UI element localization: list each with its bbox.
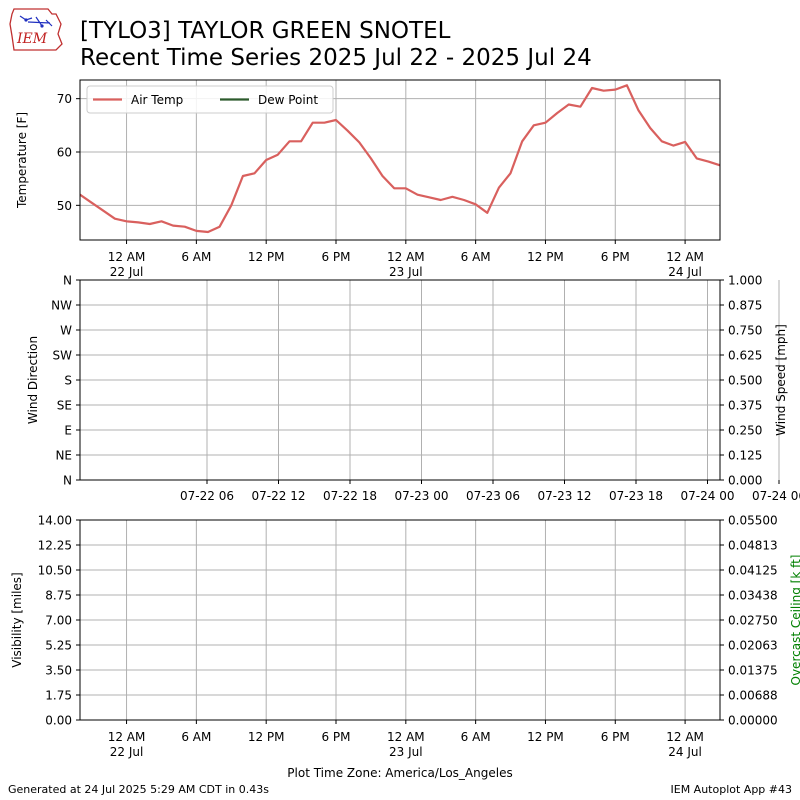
wind-direction-tick-label: NE [55, 449, 72, 463]
chart-subtitle: Recent Time Series 2025 Jul 22 - 2025 Ju… [80, 45, 592, 71]
legend-label-air-temp: Air Temp [131, 93, 183, 107]
temp-x-tick-label: 12 AM [387, 250, 425, 264]
temp-legend [86, 85, 334, 114]
x-axis-label: Plot Time Zone: America/Los_Angeles [287, 766, 512, 780]
ceiling-tick-label: 0.01375 [728, 664, 778, 678]
generated-note: Generated at 24 Jul 2025 5:29 AM CDT in … [8, 783, 269, 796]
wind-speed-tick-label: 0.750 [728, 324, 762, 338]
wind-direction-tick-label: SW [53, 349, 73, 363]
visibility-x-tick-label: 6 AM [181, 730, 211, 744]
temp-x-tick-label: 6 AM [181, 250, 211, 264]
visibility-x-tick-label: 12 PM [248, 730, 285, 744]
wind-speed-tick-label: 0.250 [728, 424, 762, 438]
wind-direction-tick-label: N [63, 474, 72, 488]
wind-speed-tick-label: 0.125 [728, 449, 762, 463]
temp-x-tick-label: 6 AM [461, 250, 491, 264]
wind-speed-axis-label: Wind Speed [mph] [774, 324, 788, 436]
logo-text: IEM [16, 31, 48, 47]
temp-x-tick-label: 6 PM [601, 250, 630, 264]
visibility-x-tick-label: 12 PM [527, 730, 564, 744]
visibility-tick-label: 14.00 [38, 514, 72, 528]
visibility-x-tick-label: 12 AM [666, 730, 704, 744]
temp-y-tick-label: 60 [57, 146, 72, 160]
wind-speed-tick-label: 0.375 [728, 399, 762, 413]
visibility-tick-label: 10.50 [38, 564, 72, 578]
wind-x-tick-label: 07-22 12 [252, 489, 306, 503]
temp-y-tick-label: 70 [57, 92, 72, 106]
visibility-x-tick-label: 12 AM [387, 730, 425, 744]
temp-x-tick-label: 12 PM [248, 250, 285, 264]
wind-direction-tick-label: W [60, 324, 72, 338]
iem-logo: IEM [9, 8, 63, 51]
wind-x-tick-label: 07-23 12 [538, 489, 592, 503]
visibility-tick-label: 8.75 [45, 589, 72, 603]
chart-title: [TYLO3] TAYLOR GREEN SNOTEL [80, 18, 451, 44]
wind-speed-tick-label: 0.000 [728, 474, 762, 488]
visibility-tick-label: 1.75 [45, 689, 72, 703]
temp-x-tick-label: 12 AM [666, 250, 704, 264]
visibility-x-tick-label: 12 AM [108, 730, 146, 744]
wind-x-tick-label: 07-22 06 [180, 489, 234, 503]
visibility-x-date-label: 24 Jul [668, 745, 702, 759]
temp-x-date-label: 24 Jul [668, 265, 702, 279]
ceiling-tick-label: 0.00000 [728, 714, 778, 728]
visibility-x-tick-label: 6 AM [461, 730, 491, 744]
ceiling-tick-label: 0.02063 [728, 639, 778, 653]
wind-x-tick-label: 07-22 18 [323, 489, 377, 503]
wind-x-tick-label: 07-24 00 [681, 489, 735, 503]
visibility-axis-label: Visibility [miles] [10, 572, 24, 667]
temp-plot-frame [79, 79, 721, 241]
temp-x-date-label: 23 Jul [389, 265, 423, 279]
ceiling-tick-label: 0.03438 [728, 589, 778, 603]
wind-speed-tick-label: 1.000 [728, 274, 762, 288]
wind-direction-tick-label: N [63, 274, 72, 288]
wind-x-tick-label: 07-23 06 [466, 489, 520, 503]
wind-direction-axis-label: Wind Direction [26, 336, 40, 424]
temp-x-tick-label: 12 PM [527, 250, 564, 264]
air-temp-line [80, 84, 720, 234]
visibility-x-tick-label: 6 PM [601, 730, 630, 744]
temp-y-axis-label: Temperature [F] [15, 112, 29, 209]
ceiling-tick-label: 0.04813 [728, 539, 778, 553]
visibility-x-tick-label: 6 PM [321, 730, 350, 744]
visibility-tick-label: 12.25 [38, 539, 72, 553]
wind-speed-tick-label: 0.625 [728, 349, 762, 363]
ceiling-tick-label: 0.00688 [728, 689, 778, 703]
wind-x-tick-label: 07-23 18 [609, 489, 663, 503]
legend-label-dew-point: Dew Point [258, 93, 318, 107]
visibility-tick-label: 7.00 [45, 614, 72, 628]
wind-direction-tick-label: NW [51, 299, 72, 313]
visibility-x-date-label: 22 Jul [110, 745, 144, 759]
wind-x-tick-label: 07-23 00 [395, 489, 449, 503]
temp-y-tick-label: 50 [57, 199, 72, 213]
wind-direction-tick-label: SE [57, 399, 72, 413]
app-label: IEM Autoplot App #43 [670, 783, 793, 796]
ceiling-tick-label: 0.04125 [728, 564, 778, 578]
ceiling-axis-label: Overcast Ceiling [k ft] [789, 555, 800, 686]
ceiling-tick-label: 0.02750 [728, 614, 778, 628]
ceiling-tick-label: 0.05500 [728, 514, 778, 528]
temp-x-tick-label: 12 AM [108, 250, 146, 264]
visibility-tick-label: 5.25 [45, 639, 72, 653]
wind-x-tick-label: 07-24 06 [752, 489, 800, 503]
wind-direction-tick-label: S [64, 374, 72, 388]
temp-x-tick-label: 6 PM [321, 250, 350, 264]
wind-direction-tick-label: E [64, 424, 72, 438]
temp-x-date-label: 22 Jul [110, 265, 144, 279]
visibility-x-date-label: 23 Jul [389, 745, 423, 759]
wind-speed-tick-label: 0.500 [728, 374, 762, 388]
wind-speed-tick-label: 0.875 [728, 299, 762, 313]
visibility-tick-label: 3.50 [45, 664, 72, 678]
visibility-tick-label: 0.00 [45, 714, 72, 728]
